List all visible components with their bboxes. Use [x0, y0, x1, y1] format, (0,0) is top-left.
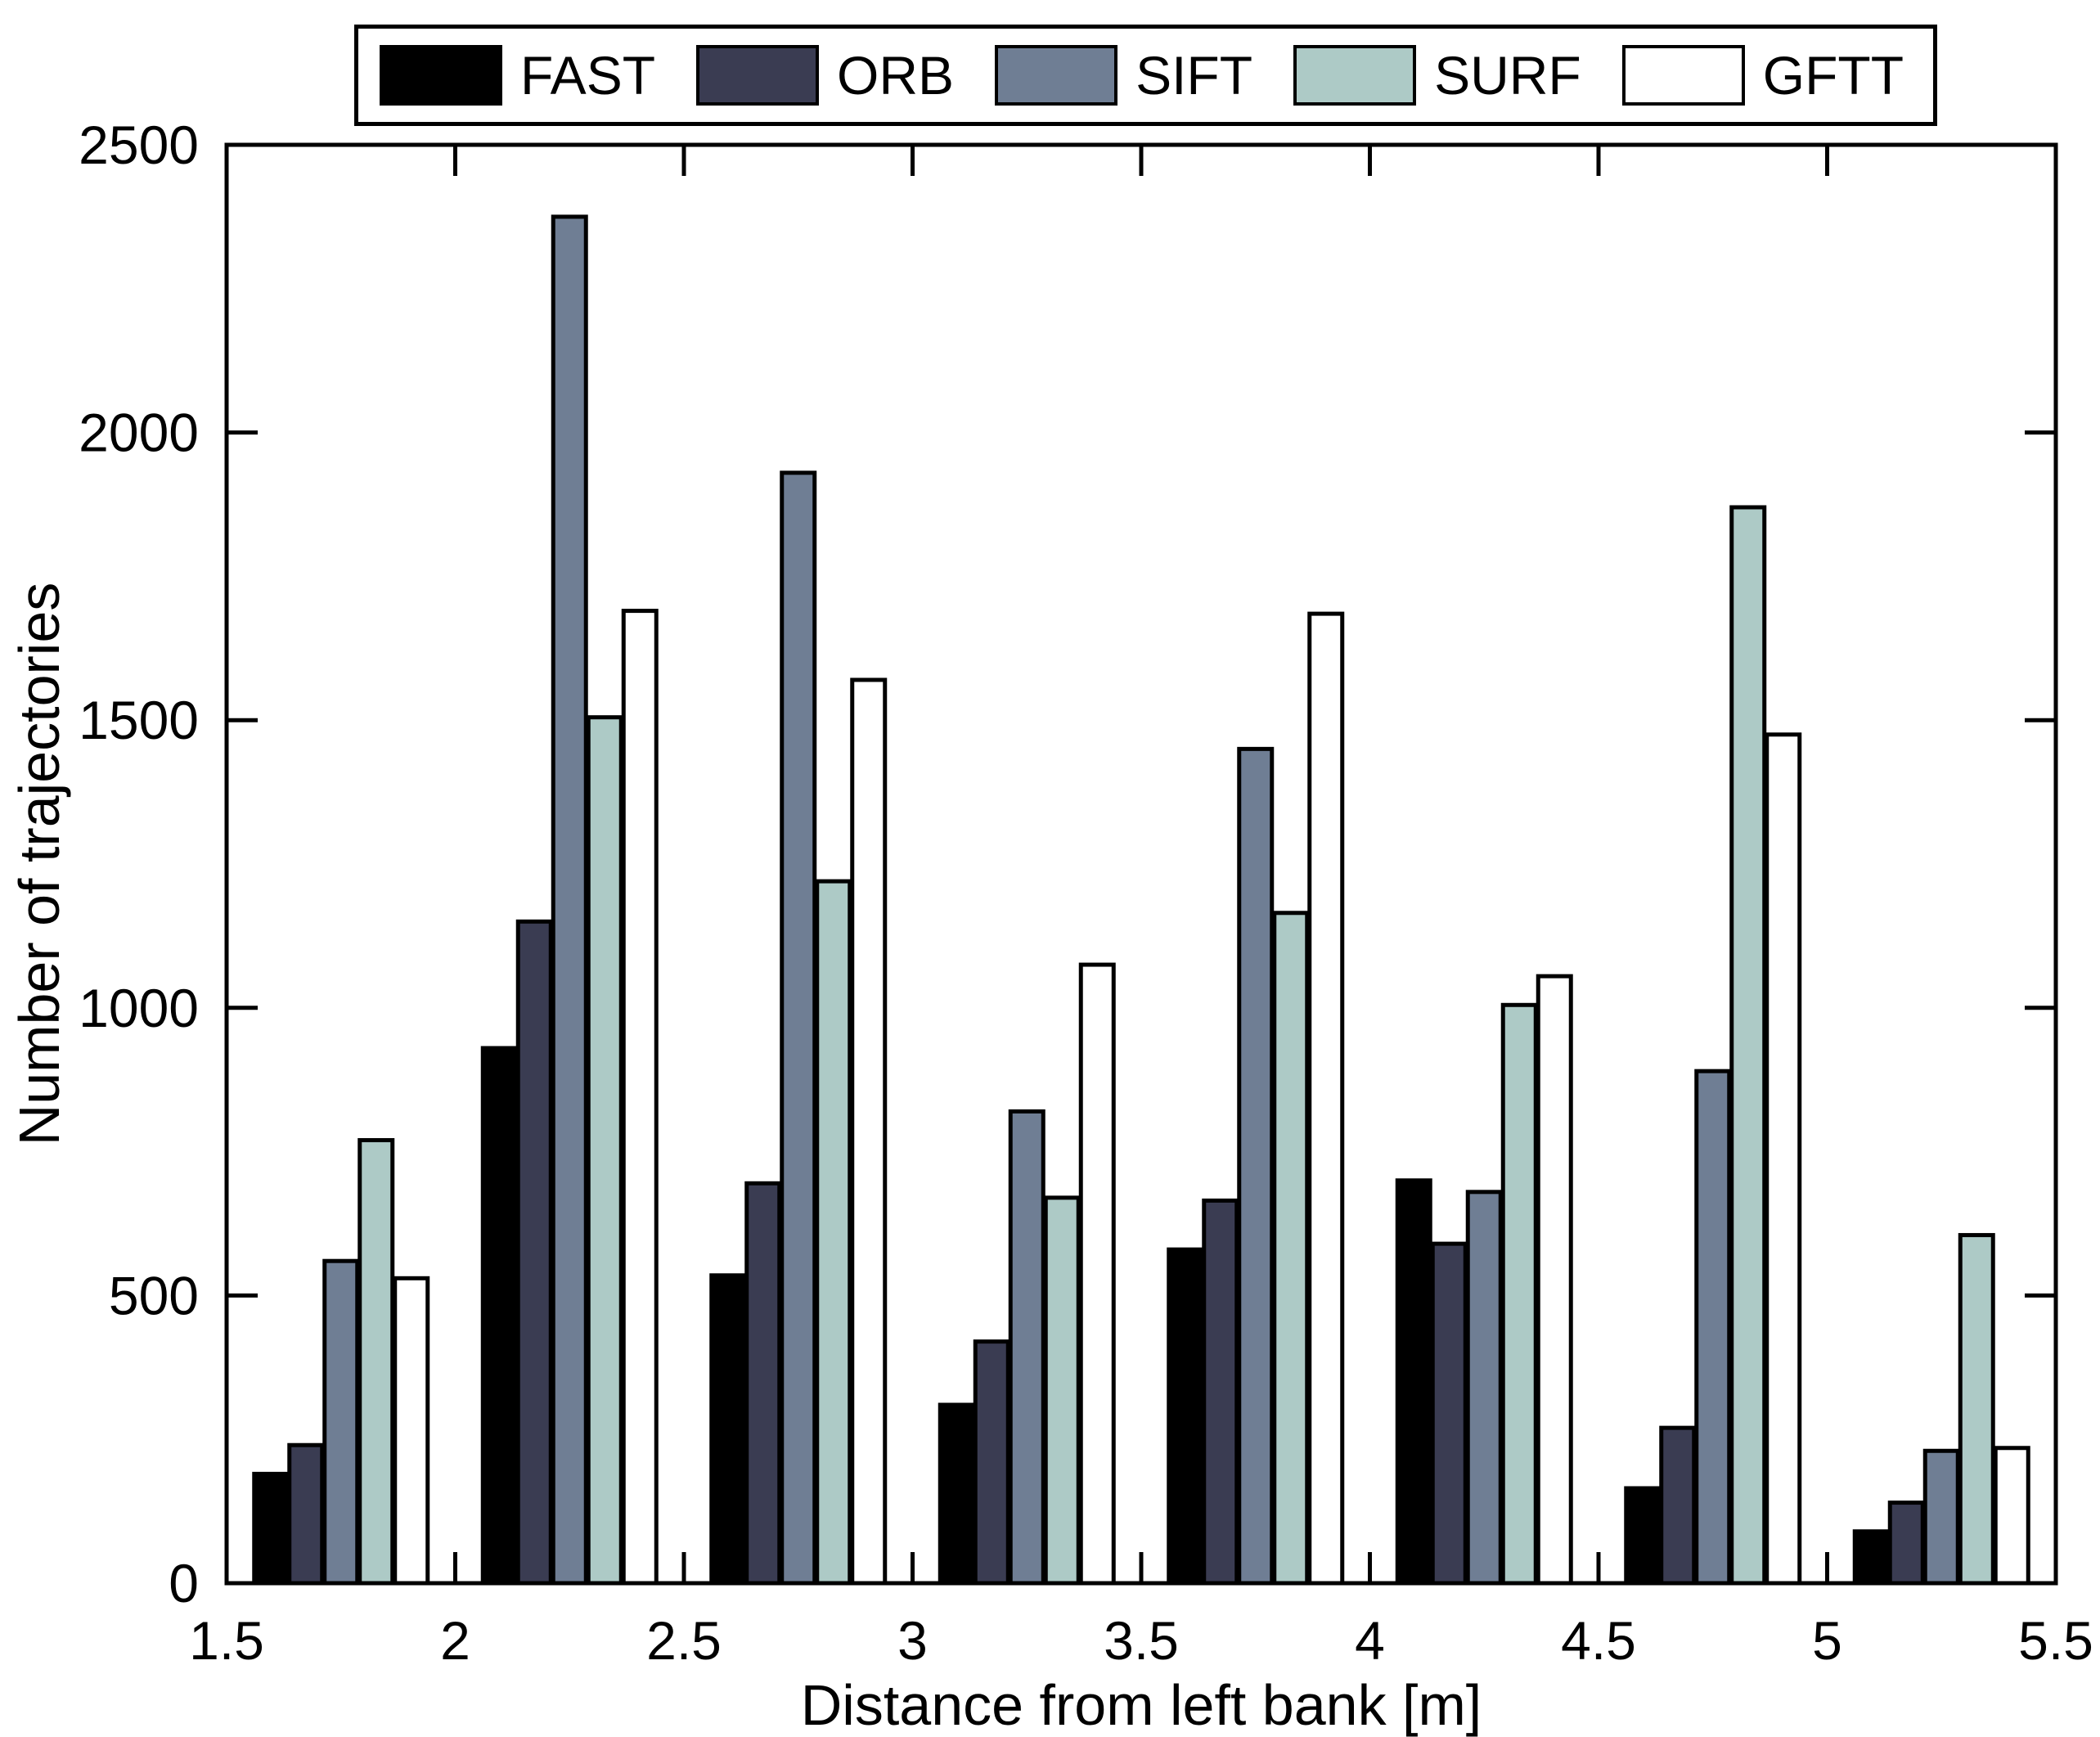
x-axis-label: Distance from left bank [m] — [800, 1673, 1482, 1737]
legend-label-orb: ORB — [837, 45, 955, 106]
bar-sift-1.75 — [322, 1258, 360, 1586]
bar-sift-4.25 — [1465, 1190, 1503, 1586]
legend: FAST ORB SIFT SURF GFTT — [354, 25, 1937, 126]
bar-surf-5.25 — [1958, 1233, 1995, 1586]
bar-gftt-2.25 — [621, 609, 659, 1586]
bar-surf-2.25 — [586, 715, 623, 1586]
legend-swatch-sift — [995, 45, 1118, 106]
legend-label-sift: SIFT — [1135, 45, 1253, 106]
bar-fast-5.25 — [1852, 1529, 1890, 1586]
bar-gftt-4.25 — [1536, 974, 1573, 1586]
bar-orb-3.75 — [1202, 1198, 1239, 1586]
bar-orb-3.25 — [973, 1339, 1010, 1586]
bar-gftt-3.75 — [1307, 611, 1345, 1586]
bar-orb-4.25 — [1430, 1241, 1468, 1586]
x-tick-label: 1.5 — [189, 1610, 264, 1671]
legend-swatch-surf — [1293, 45, 1417, 106]
bar-gftt-1.75 — [393, 1276, 430, 1586]
x-tick-label: 3.5 — [1104, 1610, 1179, 1671]
bar-fast-4.25 — [1395, 1178, 1432, 1586]
y-tick-label: 1000 — [79, 978, 199, 1038]
x-tick-label: 3 — [897, 1610, 928, 1671]
legend-item-fast: FAST — [380, 45, 655, 106]
legend-label-gftt: GFTT — [1762, 45, 1904, 106]
legend-item-sift: SIFT — [995, 45, 1252, 106]
y-tick-label: 2500 — [79, 115, 199, 175]
legend-label-surf: SURF — [1434, 45, 1581, 106]
y-tick-label: 2000 — [79, 403, 199, 463]
bar-fast-4.75 — [1624, 1486, 1662, 1586]
x-tick-label: 4.5 — [1561, 1610, 1636, 1671]
bar-sift-3.25 — [1008, 1109, 1046, 1586]
legend-item-gftt: GFTT — [1621, 45, 1904, 106]
legend-item-surf: SURF — [1293, 45, 1581, 106]
legend-swatch-fast — [380, 45, 502, 106]
legend-swatch-orb — [696, 45, 820, 106]
bar-orb-2.75 — [744, 1181, 782, 1586]
bar-gftt-5.25 — [1993, 1446, 2030, 1586]
legend-swatch-gftt — [1621, 45, 1745, 106]
bar-fast-1.75 — [252, 1471, 290, 1586]
bar-orb-2.25 — [515, 919, 553, 1586]
bar-sift-3.75 — [1237, 746, 1275, 1586]
bar-surf-3.25 — [1043, 1195, 1081, 1586]
bar-orb-5.25 — [1887, 1501, 1925, 1586]
x-tick-label: 4 — [1355, 1610, 1385, 1671]
bar-sift-4.75 — [1694, 1069, 1732, 1586]
bar-gftt-4.75 — [1765, 732, 1802, 1586]
bar-orb-1.75 — [287, 1442, 325, 1586]
bar-surf-1.75 — [357, 1138, 395, 1586]
y-tick-label: 0 — [169, 1553, 199, 1613]
y-tick-label: 1500 — [79, 690, 199, 750]
bar-sift-5.25 — [1922, 1448, 1960, 1586]
x-tick-label: 5 — [1812, 1610, 1842, 1671]
bar-fast-3.75 — [1167, 1247, 1204, 1586]
bar-gftt-2.75 — [850, 677, 888, 1586]
bar-sift-2.25 — [551, 214, 588, 1586]
legend-item-orb: ORB — [696, 45, 954, 106]
bar-surf-4.25 — [1500, 1002, 1538, 1586]
bar-orb-4.75 — [1659, 1425, 1697, 1586]
bar-gftt-3.25 — [1078, 962, 1116, 1586]
bar-surf-4.75 — [1729, 505, 1767, 1586]
bar-sift-2.75 — [780, 470, 817, 1586]
bar-fast-2.75 — [709, 1273, 747, 1586]
x-tick-label: 5.5 — [2018, 1610, 2093, 1671]
x-tick-label: 2 — [440, 1610, 470, 1671]
bar-fast-2.25 — [480, 1046, 518, 1586]
y-tick-label: 500 — [109, 1265, 199, 1325]
bar-fast-3.25 — [938, 1402, 975, 1586]
x-tick-label: 2.5 — [646, 1610, 722, 1671]
legend-label-fast: FAST — [520, 45, 656, 106]
bar-surf-3.75 — [1272, 911, 1310, 1586]
bar-surf-2.75 — [815, 879, 852, 1586]
